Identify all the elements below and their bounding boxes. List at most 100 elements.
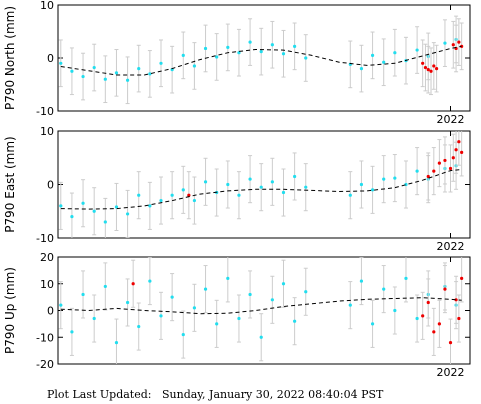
data-point [404, 276, 408, 280]
data-point [137, 193, 141, 197]
recent-data-point [421, 314, 425, 318]
recent-data-point [448, 341, 453, 345]
data-point [81, 292, 85, 297]
data-point [170, 295, 174, 299]
data-point [103, 284, 107, 289]
data-point [125, 300, 130, 305]
y-tick-label: 10 [40, 125, 54, 138]
recent-data-point [454, 298, 458, 302]
recent-data-point [131, 282, 135, 286]
data-point [59, 61, 63, 65]
y-axis-label: P790 East (mm) [3, 136, 17, 232]
data-point [370, 322, 375, 326]
data-point [103, 220, 107, 224]
recent-data-point [460, 150, 464, 154]
recent-data-point [432, 64, 436, 68]
north-panel: -10 0 10 2022 P790 North (mm) [3, 0, 471, 126]
y-tick-label: -10 [36, 331, 54, 344]
recent-data-point [434, 67, 439, 71]
data-point [270, 180, 274, 184]
y-tick-label: 10 [40, 0, 54, 12]
data-point [359, 182, 364, 187]
data-point [114, 341, 119, 345]
data-point [170, 193, 174, 197]
data-point [92, 209, 96, 213]
data-point [382, 60, 386, 64]
data-point [114, 205, 119, 209]
recent-data-point [421, 61, 425, 65]
recent-data-point [437, 161, 441, 165]
recent-data-point [426, 174, 430, 179]
data-point [59, 303, 63, 307]
trend-line [60, 45, 462, 76]
data-point [103, 77, 107, 81]
recent-data-point [460, 276, 464, 280]
data-point [237, 51, 241, 55]
x-tick-label: 2022 [437, 366, 465, 379]
data-point [293, 44, 297, 48]
data-point [59, 204, 63, 208]
recent-data-point [443, 158, 447, 163]
recent-data-point [426, 300, 430, 305]
footer: Plot Last Updated: Sunday, January 30, 2… [47, 388, 383, 401]
recent-data-point [460, 44, 464, 48]
recent-data-point [432, 169, 436, 173]
data-point [226, 276, 230, 280]
data-point [137, 67, 141, 71]
data-point [148, 279, 152, 283]
recent-data-point [451, 43, 455, 47]
data-point [215, 322, 219, 326]
data-point [415, 169, 419, 173]
data-point [259, 335, 263, 339]
data-point [70, 330, 74, 334]
data-point [259, 185, 263, 189]
data-point [248, 292, 252, 297]
data-point [226, 182, 230, 187]
data-point [237, 316, 241, 321]
data-point [370, 53, 375, 57]
data-point [393, 51, 397, 55]
data-point [159, 61, 163, 65]
data-point [348, 193, 352, 197]
data-point [81, 201, 85, 205]
plot-frame [57, 4, 471, 112]
y-axis-label: P790 North (mm) [3, 6, 17, 110]
last-updated-timestamp: Sunday, January 30, 2022 08:40:04 PST [161, 388, 384, 401]
data-point [226, 45, 230, 50]
recent-data-point [454, 148, 458, 152]
y-tick-label: 10 [40, 278, 54, 291]
data-point [70, 69, 74, 73]
data-point [92, 316, 96, 321]
recent-data-point [451, 156, 455, 160]
data-point [415, 48, 419, 52]
up-panel: -20 -10 0 10 20 2022 P790 Up (mm) [3, 251, 471, 379]
y-tick-label: 0 [47, 52, 54, 65]
data-point [270, 298, 274, 302]
data-point [92, 65, 96, 70]
data-point [203, 180, 208, 184]
data-point [70, 215, 74, 219]
data-point [203, 46, 208, 51]
data-point [293, 319, 297, 323]
data-point [348, 303, 352, 307]
data-point [248, 177, 252, 181]
data-point [192, 64, 197, 68]
recent-data-point [457, 316, 461, 321]
data-point [159, 198, 163, 203]
y-tick-label: 0 [47, 305, 54, 318]
y-tick-label: -10 [36, 232, 54, 245]
data-point [148, 72, 152, 76]
data-point [293, 174, 297, 179]
data-point [370, 188, 375, 192]
recent-data-point [429, 69, 433, 73]
data-point [393, 176, 397, 180]
data-point [382, 287, 386, 291]
recent-data-point [187, 193, 191, 197]
recent-data-point [426, 68, 430, 72]
data-point [148, 204, 152, 208]
data-point [304, 290, 308, 294]
data-point [248, 40, 252, 44]
data-point [203, 287, 208, 291]
plot-area [58, 131, 464, 238]
